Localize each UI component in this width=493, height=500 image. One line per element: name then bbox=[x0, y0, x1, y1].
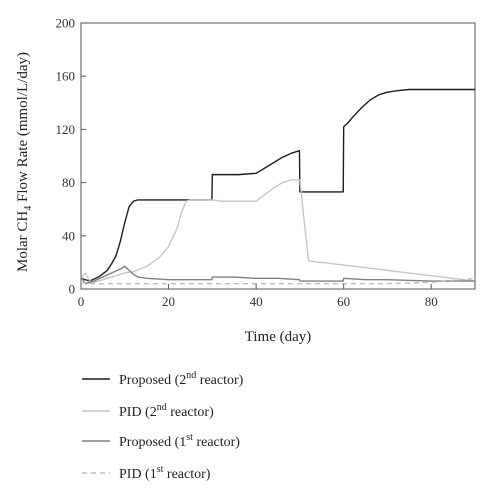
legend-label-3: Proposed (1st reactor) bbox=[119, 432, 240, 450]
x-tick-label: 40 bbox=[250, 294, 263, 309]
y-tick-label: 200 bbox=[56, 16, 76, 31]
y-tick-label: 80 bbox=[62, 175, 75, 190]
x-tick-label: 80 bbox=[425, 294, 438, 309]
y-tick-label: 40 bbox=[62, 228, 75, 243]
plot-frame bbox=[80, 22, 476, 290]
y-tick-label: 160 bbox=[56, 69, 76, 84]
x-axis-ticks: 0 20 40 60 80 bbox=[78, 284, 438, 309]
legend-label-2: PID (2nd reactor) bbox=[119, 402, 214, 420]
legend-label-4: PID (1st reactor) bbox=[119, 464, 211, 482]
x-axis-title: Time (day) bbox=[245, 329, 312, 345]
legend: Proposed (2nd reactor) PID (2nd reactor) P… bbox=[82, 370, 244, 482]
series-line-1 bbox=[80, 88, 475, 282]
y-axis-title-main: Molar CH bbox=[15, 211, 31, 272]
y-axis-ticks: 0 40 80 120 160 200 bbox=[56, 16, 86, 297]
series-line-3 bbox=[80, 265, 475, 285]
y-axis-title-subscript: 4 bbox=[23, 206, 34, 211]
x-tick-label: 60 bbox=[337, 294, 350, 309]
series-layer bbox=[80, 88, 476, 285]
series-line-4 bbox=[80, 277, 476, 285]
y-tick-label: 120 bbox=[56, 122, 76, 137]
y-tick-label: 0 bbox=[69, 282, 76, 297]
legend-label-1: Proposed (2nd reactor) bbox=[119, 370, 244, 388]
series-line-2 bbox=[80, 179, 476, 284]
x-tick-label: 0 bbox=[78, 294, 85, 309]
y-axis-title: Molar CH4 Flow Rate (mmol/L/day) bbox=[15, 52, 34, 272]
plot-area: 0 20 40 60 80 0 40 80 120 160 200 bbox=[56, 16, 476, 309]
x-tick-label: 20 bbox=[162, 294, 175, 309]
y-axis-title-rest: Flow Rate (mmol/L/day) bbox=[15, 52, 31, 206]
